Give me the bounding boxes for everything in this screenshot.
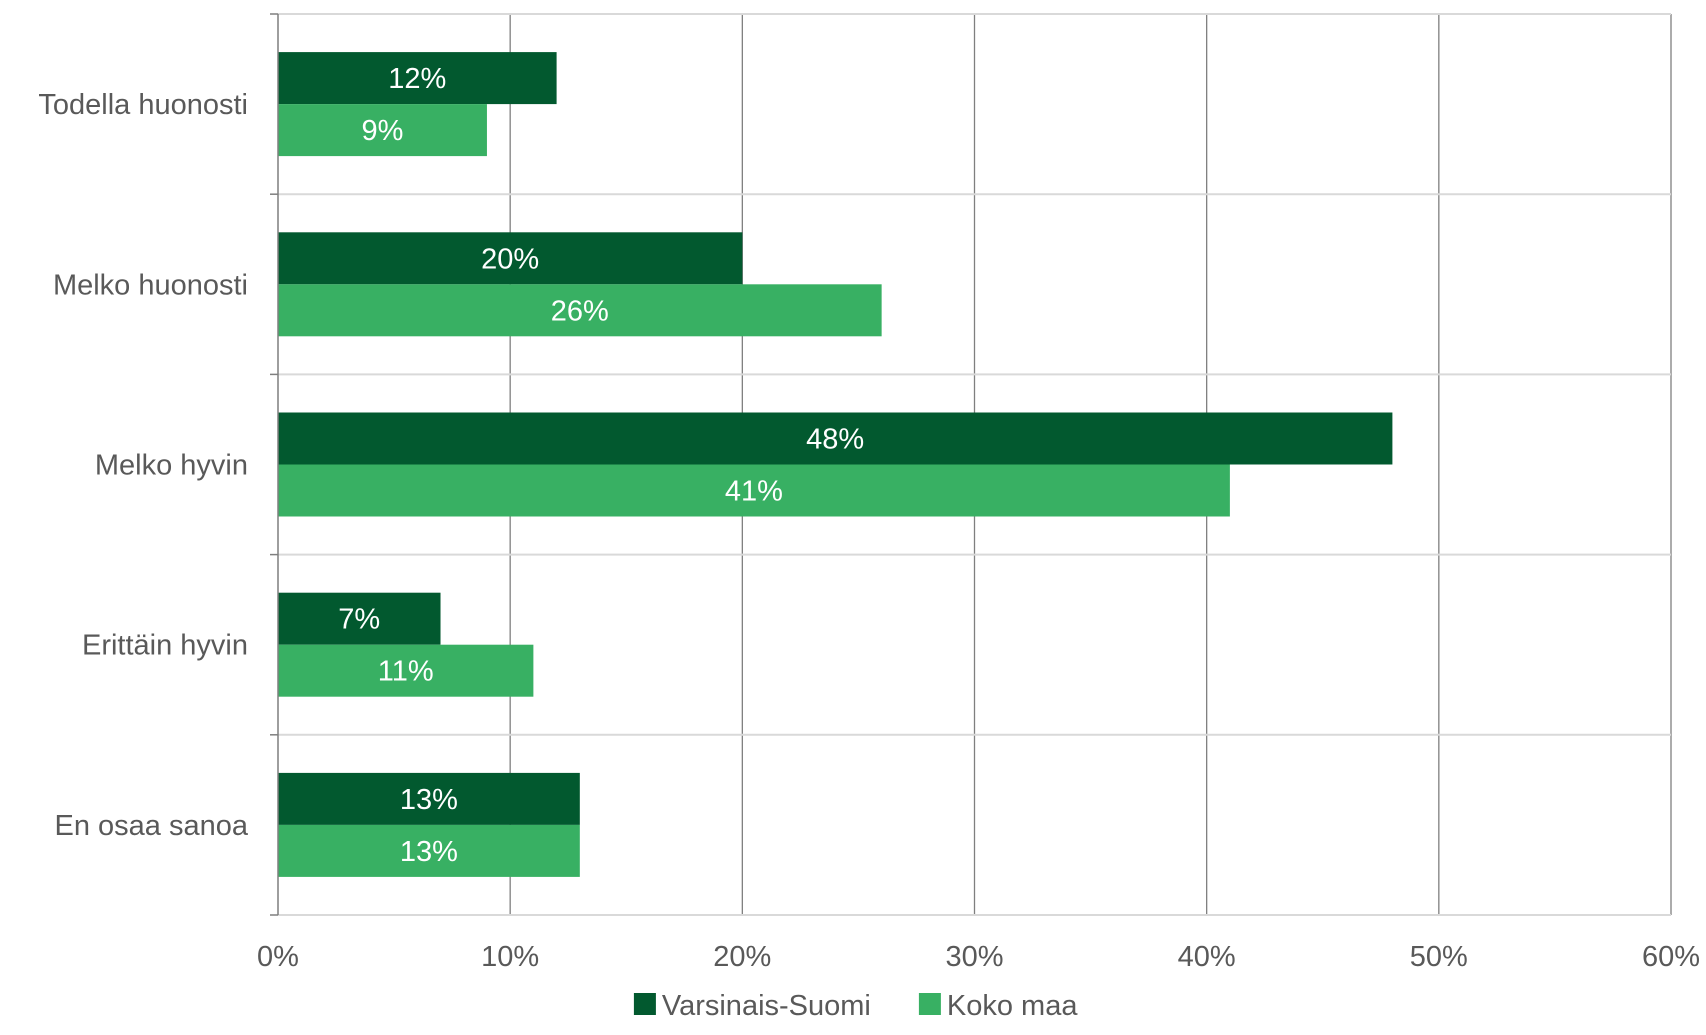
bar [278,412,1393,465]
data-label: 20% [481,243,539,275]
category-label: En osaa sanoa [55,810,249,842]
bar [278,592,441,645]
bar [278,824,580,877]
bar [278,284,882,337]
legend-label: Koko maa [947,990,1078,1022]
x-tick-label: 50% [1410,941,1468,973]
axis-layer: Todella huonosti Melko huonosti Melko hyvi… [38,13,1700,973]
bar [278,464,1230,517]
category-label: Melko hyvin [95,450,248,482]
x-tick-label: 20% [713,941,771,973]
bar [278,772,580,825]
x-tick-label: 0% [257,941,299,973]
bar [278,644,534,697]
x-tick-label: 60% [1642,941,1700,973]
bar [278,104,487,157]
category-label: Todella huonosti [38,89,248,121]
x-tick-label: 30% [945,941,1003,973]
bar [278,52,557,105]
x-tick-label: 40% [1178,941,1236,973]
legend: Varsinais-Suomi Koko maa [633,990,1078,1022]
data-label: 12% [388,63,446,95]
bars-layer: 12% 9% 20% 26% 48% 41% 7% 11% 13% 13% [278,52,1393,877]
data-label: 41% [725,476,783,508]
legend-swatch [633,993,656,1015]
data-label: 13% [400,836,458,868]
category-label: Melko huonosti [53,269,248,301]
data-label: 11% [378,656,434,688]
data-label: 7% [338,604,380,636]
data-label: 26% [551,295,609,327]
category-label: Erittäin hyvin [82,630,248,662]
data-label: 9% [362,115,404,147]
legend-swatch [918,993,941,1015]
x-tick-label: 10% [481,941,539,973]
data-label: 48% [806,424,864,456]
bar [278,232,743,285]
legend-label: Varsinais-Suomi [662,990,871,1022]
grid-layer [278,13,1672,916]
data-label: 13% [400,784,458,816]
